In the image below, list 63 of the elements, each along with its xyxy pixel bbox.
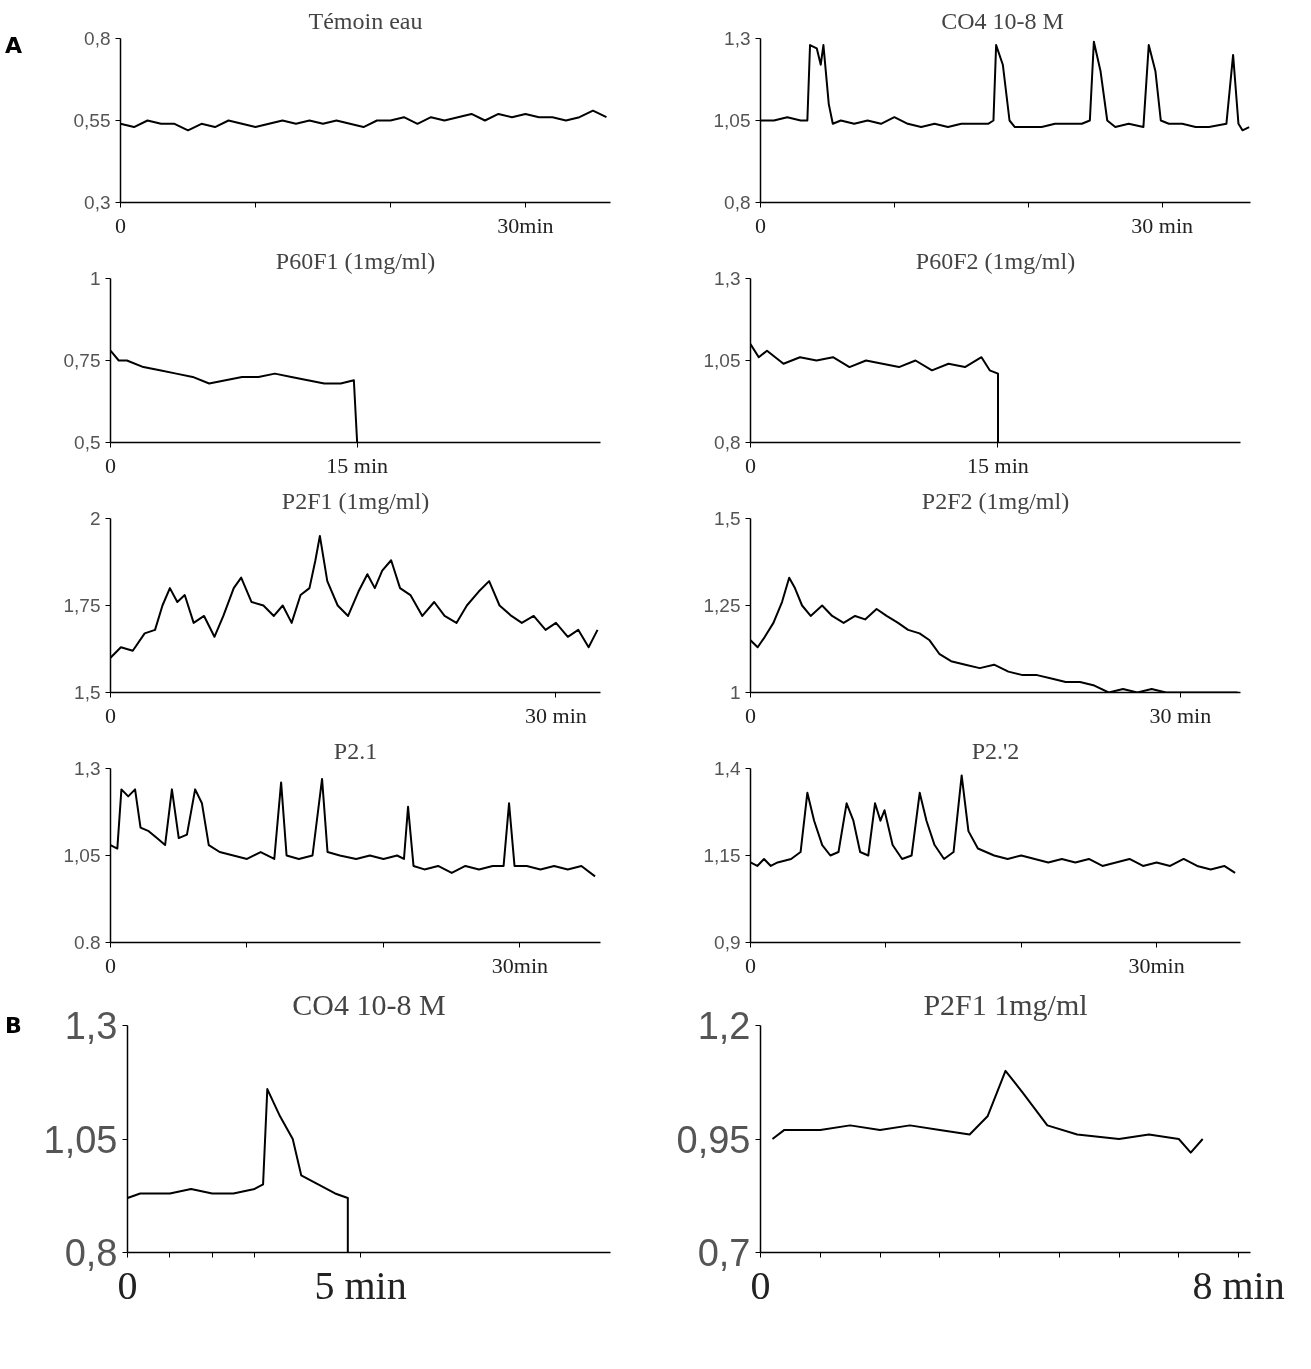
chart-title: CO4 10-8 M — [941, 7, 1064, 34]
chart-title: P2F1 (1mg/ml) — [281, 487, 430, 514]
y-tick-label: 0,7 — [697, 1232, 751, 1274]
y-tick-label: 0,3 — [84, 192, 111, 213]
x-tick-label: 0 — [117, 1262, 138, 1308]
chart-title: P2F2 (1mg/ml) — [921, 487, 1070, 514]
x-tick-label: 0 — [115, 212, 126, 238]
y-tick-label: 1,05 — [63, 845, 101, 866]
x-tick-label: 30min — [1128, 952, 1185, 978]
y-tick-label: 1,05 — [703, 350, 741, 371]
y-tick-label: 1 — [89, 268, 101, 289]
y-tick-label: 0,95 — [676, 1118, 751, 1161]
chart-title: P2F1 1mg/ml — [923, 987, 1088, 1021]
y-tick-label: 1,3 — [74, 758, 101, 779]
y-tick-label: 1,5 — [74, 682, 101, 703]
y-tick-label: 1,4 — [714, 758, 741, 779]
chart-title: P60F1 (1mg/ml) — [275, 247, 436, 274]
y-tick-label: 0,8 — [64, 1232, 118, 1274]
y-tick-label: 1,5 — [714, 508, 741, 529]
y-tick-label: 0,5 — [74, 432, 101, 453]
x-tick-label: 15 min — [967, 452, 1029, 478]
y-tick-label: 1,15 — [703, 845, 741, 866]
y-tick-label: 0,8 — [84, 28, 111, 49]
x-tick-label: 0 — [105, 952, 116, 978]
y-tick-label: 0,75 — [63, 350, 101, 371]
x-tick-label: 0 — [745, 952, 756, 978]
line-series — [771, 1069, 1204, 1154]
x-tick-label: 30min — [491, 952, 549, 978]
y-tick-label: 1,3 — [724, 28, 751, 49]
x-tick-label: 0 — [745, 702, 756, 728]
x-tick-label: 0 — [755, 212, 766, 238]
chart-title: P2.1 — [333, 737, 378, 764]
y-tick-label: 2 — [89, 508, 101, 529]
y-tick-label: 1,3 — [714, 268, 741, 289]
x-tick-label: 30min — [497, 212, 554, 238]
y-tick-label: 0,8 — [714, 432, 741, 453]
y-tick-label: 0,55 — [73, 110, 111, 131]
x-tick-label: 30 min — [525, 702, 587, 728]
y-tick-label: 1,2 — [697, 1005, 751, 1047]
chart-title: Témoin eau — [308, 7, 423, 34]
chart-title: CO4 10-8 M — [292, 987, 446, 1021]
x-tick-label: 5 min — [314, 1262, 407, 1308]
chart-title: P2.'2 — [971, 737, 1020, 764]
y-tick-label: 0,8 — [724, 192, 751, 213]
x-tick-label: 30 min — [1131, 212, 1194, 238]
x-tick-label: 30 min — [1149, 702, 1212, 728]
x-tick-label: 0 — [105, 452, 116, 478]
y-tick-label: 1,05 — [43, 1118, 118, 1161]
text: A — [5, 32, 23, 60]
x-tick-label: 0 — [750, 1262, 771, 1308]
y-tick-label: 1,3 — [64, 1005, 118, 1047]
y-tick-label: 0,9 — [714, 932, 741, 953]
text: B — [5, 1012, 22, 1040]
x-tick-label: 15 min — [326, 452, 389, 478]
y-tick-label: 1,25 — [703, 595, 741, 616]
x-tick-label: 0 — [105, 702, 116, 728]
y-tick-label: 1,05 — [713, 110, 751, 131]
x-tick-label: 8 min — [1192, 1262, 1285, 1308]
y-tick-label: 0.8 — [74, 932, 101, 953]
x-tick-label: 0 — [745, 452, 756, 478]
y-tick-label: 1 — [729, 682, 741, 703]
chart-title: P60F2 (1mg/ml) — [915, 247, 1076, 274]
y-tick-label: 1,75 — [63, 595, 101, 616]
